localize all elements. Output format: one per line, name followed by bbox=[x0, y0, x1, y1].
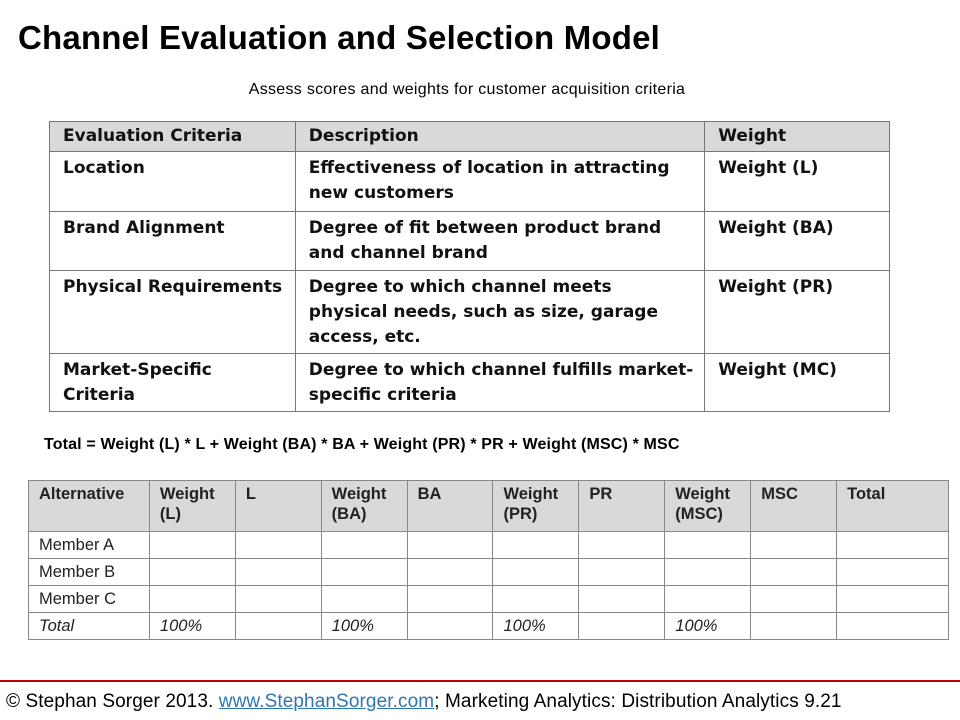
weight-cell: Weight (L) bbox=[704, 151, 890, 212]
l-cell bbox=[234, 531, 322, 559]
l-cell bbox=[234, 585, 322, 613]
description-cell: Degree of fit between product brand and … bbox=[294, 211, 706, 271]
pr-cell bbox=[578, 531, 666, 559]
msc-cell bbox=[750, 531, 838, 559]
total-cell bbox=[836, 612, 949, 640]
footer-copyright: © Stephan Sorger 2013. bbox=[6, 691, 219, 712]
description-cell: Effectiveness of location in attracting … bbox=[294, 151, 706, 212]
table-row: Brand Alignment Degree of fit between pr… bbox=[49, 211, 890, 271]
criteria-header-row: Evaluation Criteria Description Weight bbox=[49, 121, 890, 152]
footer-course-info: ; Marketing Analytics: Distribution Anal… bbox=[434, 691, 842, 712]
weight-pr-cell bbox=[492, 585, 580, 613]
msc-cell bbox=[750, 558, 838, 586]
weight-cell: Weight (BA) bbox=[704, 211, 890, 271]
weight-cell: Weight (MC) bbox=[704, 353, 890, 412]
total-cell bbox=[836, 585, 949, 613]
description-cell: Degree to which channel meets physical n… bbox=[294, 270, 706, 354]
table-row: Member A bbox=[28, 531, 949, 559]
alternatives-header-row: Alternative Weight (L) L Weight (BA) BA … bbox=[28, 480, 949, 532]
weight-msc-cell: 100% bbox=[664, 612, 752, 640]
total-cell bbox=[836, 531, 949, 559]
weight-ba-cell bbox=[320, 531, 408, 559]
alternative-cell: Member C bbox=[28, 585, 150, 613]
weight-pr-cell bbox=[492, 558, 580, 586]
msc-cell bbox=[750, 585, 838, 613]
total-formula: Total = Weight (L) * L + Weight (BA) * B… bbox=[44, 436, 680, 453]
alternatives-table: Alternative Weight (L) L Weight (BA) BA … bbox=[28, 480, 949, 640]
column-header-criteria: Evaluation Criteria bbox=[49, 121, 296, 152]
weight-cell: Weight (PR) bbox=[704, 270, 890, 354]
weight-pr-cell: 100% bbox=[492, 612, 580, 640]
weight-ba-cell bbox=[320, 558, 408, 586]
column-header-alternative: Alternative bbox=[28, 480, 150, 532]
criteria-cell: Physical Requirements bbox=[49, 270, 296, 354]
weight-l-cell bbox=[148, 558, 236, 586]
pr-cell bbox=[578, 585, 666, 613]
footer-divider bbox=[0, 680, 960, 682]
table-row-total: Total 100% 100% 100% 100% bbox=[28, 612, 949, 640]
weight-l-cell bbox=[148, 531, 236, 559]
column-header-msc: MSC bbox=[750, 480, 838, 532]
column-header-pr: PR bbox=[578, 480, 666, 532]
page-title: Channel Evaluation and Selection Model bbox=[18, 19, 661, 56]
ba-cell bbox=[406, 531, 494, 559]
weight-pr-cell bbox=[492, 531, 580, 559]
column-header-l: L bbox=[234, 480, 322, 532]
weight-msc-cell bbox=[664, 531, 752, 559]
criteria-cell: Market-Specific Criteria bbox=[49, 353, 296, 412]
pr-cell bbox=[578, 612, 666, 640]
l-cell bbox=[234, 558, 322, 586]
weight-ba-cell: 100% bbox=[320, 612, 408, 640]
table-row: Location Effectiveness of location in at… bbox=[49, 151, 890, 212]
msc-cell bbox=[750, 612, 838, 640]
column-header-description: Description bbox=[294, 121, 706, 152]
page-subtitle: Assess scores and weights for customer a… bbox=[0, 80, 960, 100]
pr-cell bbox=[578, 558, 666, 586]
ba-cell bbox=[406, 612, 494, 640]
weight-msc-cell bbox=[664, 585, 752, 613]
column-header-ba: BA bbox=[406, 480, 494, 532]
criteria-cell: Location bbox=[49, 151, 296, 212]
weight-l-cell: 100% bbox=[148, 612, 236, 640]
criteria-cell: Brand Alignment bbox=[49, 211, 296, 271]
alternative-cell: Member B bbox=[28, 558, 150, 586]
alternative-cell: Member A bbox=[28, 531, 150, 559]
column-header-weight-l: Weight (L) bbox=[148, 480, 236, 532]
table-row: Member C bbox=[28, 585, 949, 613]
table-row: Member B bbox=[28, 558, 949, 586]
website-link[interactable]: www.StephanSorger.com bbox=[218, 691, 435, 712]
table-row: Physical Requirements Degree to which ch… bbox=[49, 270, 890, 354]
footer: © Stephan Sorger 2013. www.StephanSorger… bbox=[6, 690, 842, 714]
subtitle-text: Assess scores and weights for customer a… bbox=[248, 81, 686, 98]
ba-cell bbox=[406, 558, 494, 586]
column-header-total: Total bbox=[836, 480, 949, 532]
column-header-weight-msc: Weight (MSC) bbox=[664, 480, 752, 532]
total-cell bbox=[836, 558, 949, 586]
ba-cell bbox=[406, 585, 494, 613]
alternative-cell: Total bbox=[28, 612, 150, 640]
column-header-weight: Weight bbox=[704, 121, 890, 152]
l-cell bbox=[234, 612, 322, 640]
column-header-weight-ba: Weight (BA) bbox=[320, 480, 408, 532]
weight-l-cell bbox=[148, 585, 236, 613]
description-cell: Degree to which channel fulfills market-… bbox=[294, 353, 706, 412]
column-header-weight-pr: Weight (PR) bbox=[492, 480, 580, 532]
table-row: Market-Specific Criteria Degree to which… bbox=[49, 353, 890, 412]
criteria-table: Evaluation Criteria Description Weight L… bbox=[49, 121, 890, 412]
weight-ba-cell bbox=[320, 585, 408, 613]
weight-msc-cell bbox=[664, 558, 752, 586]
